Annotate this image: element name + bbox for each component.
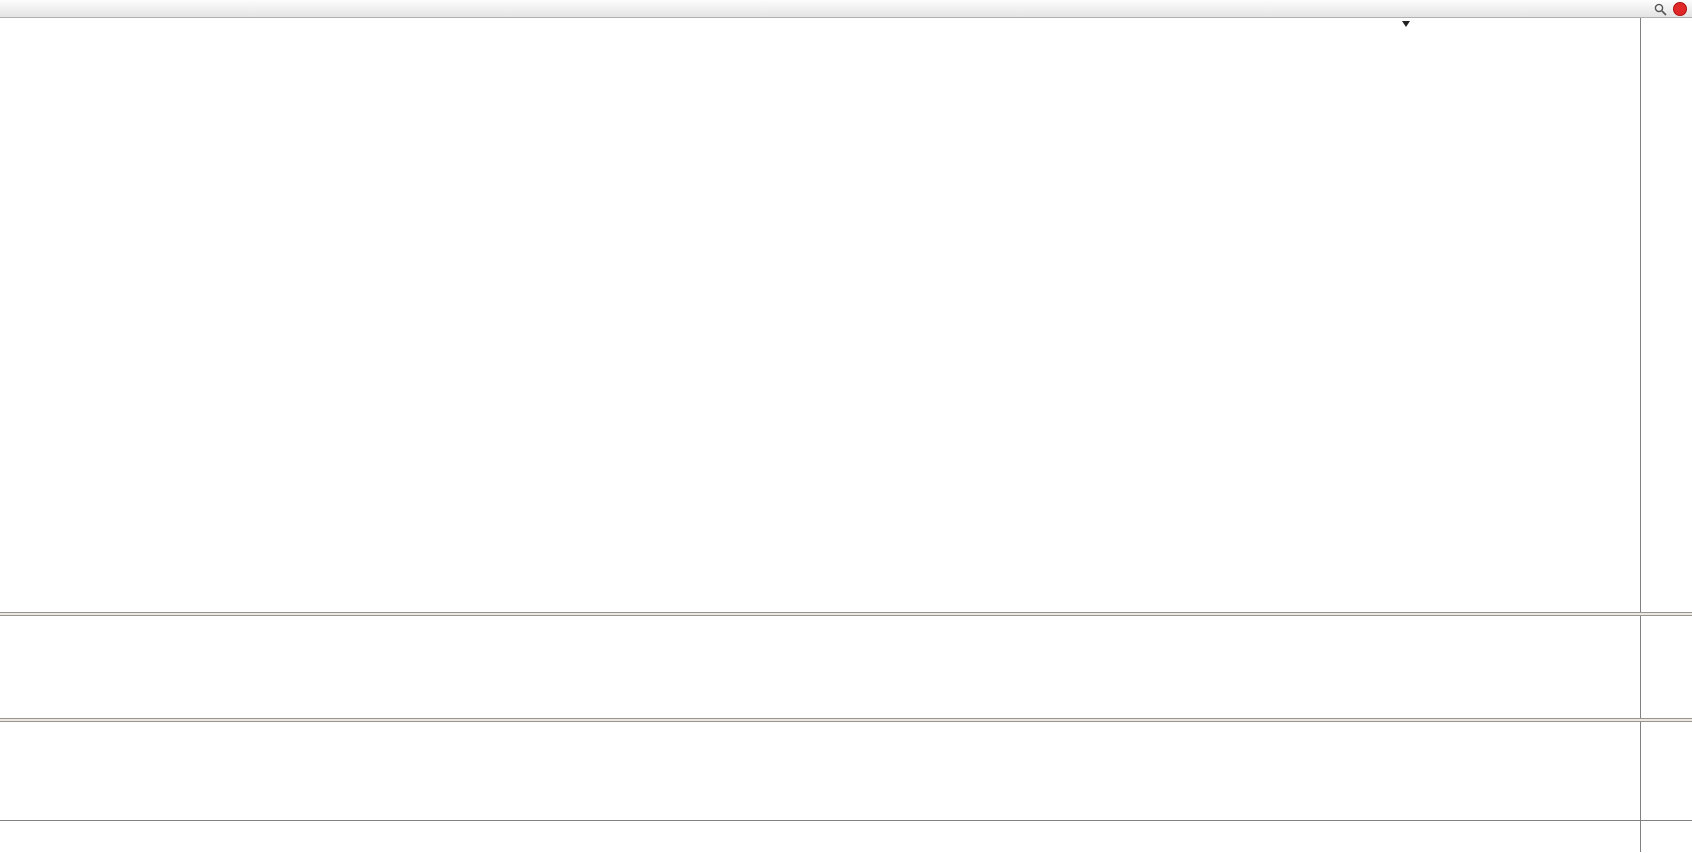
toolbar-right [1654,2,1687,16]
panel-separator[interactable] [0,612,1692,616]
price-axis-gutter[interactable] [1640,17,1692,852]
toolbar-buttons [0,0,1692,16]
toolbar [0,0,1692,18]
panel-separator[interactable] [0,718,1692,722]
notification-badge-icon[interactable] [1673,2,1687,16]
scroll-anchor-icon[interactable] [1402,21,1410,27]
search-icon[interactable] [1654,3,1667,16]
time-axis[interactable] [0,820,1692,853]
